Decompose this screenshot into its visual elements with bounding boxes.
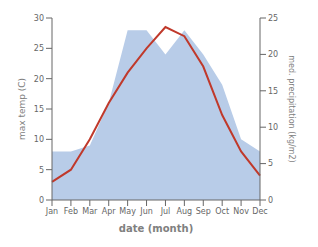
svg-text:May: May <box>119 207 136 216</box>
svg-text:0: 0 <box>39 196 44 205</box>
svg-text:Jan: Jan <box>45 207 58 216</box>
svg-text:Feb: Feb <box>64 207 78 216</box>
svg-text:Apr: Apr <box>102 207 117 216</box>
svg-text:max temp (C): max temp (C) <box>17 78 27 140</box>
svg-text:Jun: Jun <box>139 207 153 216</box>
svg-text:Nov: Nov <box>233 207 249 216</box>
svg-text:20: 20 <box>34 75 44 84</box>
svg-text:med. precipitation (kg/m2): med. precipitation (kg/m2) <box>287 55 296 162</box>
svg-text:Aug: Aug <box>177 207 193 216</box>
svg-text:5: 5 <box>268 159 273 168</box>
svg-text:Dec: Dec <box>252 207 267 216</box>
svg-text:10: 10 <box>34 135 44 144</box>
svg-text:0: 0 <box>268 196 273 205</box>
svg-text:25: 25 <box>34 44 44 53</box>
svg-text:Sep: Sep <box>196 207 211 216</box>
svg-text:Oct: Oct <box>215 207 229 216</box>
svg-text:25: 25 <box>268 14 278 23</box>
svg-text:30: 30 <box>34 14 44 23</box>
svg-text:Mar: Mar <box>82 207 98 216</box>
svg-text:date (month): date (month) <box>119 223 193 234</box>
svg-text:10: 10 <box>268 123 278 132</box>
svg-text:20: 20 <box>268 50 278 59</box>
svg-text:5: 5 <box>39 166 44 175</box>
svg-text:15: 15 <box>268 87 278 96</box>
svg-text:15: 15 <box>34 105 44 114</box>
svg-text:Jul: Jul <box>160 207 171 216</box>
